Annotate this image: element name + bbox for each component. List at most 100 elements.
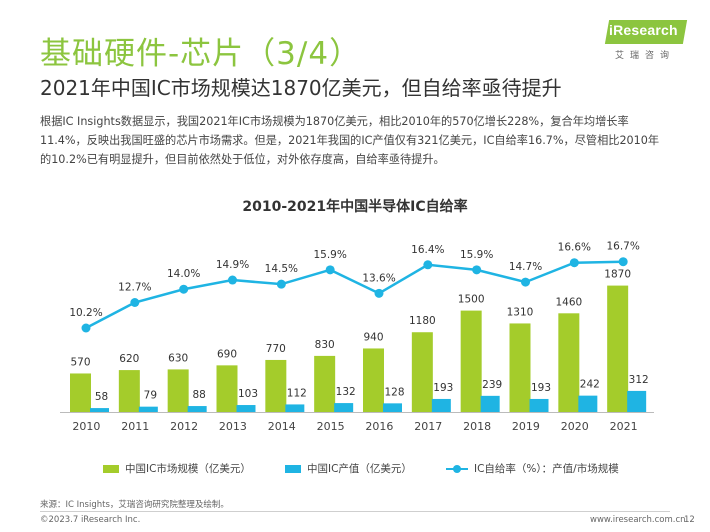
bar-output-2020	[578, 395, 598, 412]
page-number: 12	[684, 515, 695, 525]
iresearch-logo: iResearch 艾瑞咨询	[597, 20, 693, 64]
label-output-2014: 112	[287, 387, 307, 399]
logo-subtext: 艾瑞咨询	[615, 51, 676, 61]
legend-item-ratio: IC自给率（%）：产值/市场规模	[446, 461, 619, 476]
label-output-2011: 79	[144, 390, 157, 402]
body-paragraph: 根据IC Insights数据显示，我国2021年IC市场规模为1870亿美元，…	[40, 115, 660, 166]
bar-market-2011	[118, 370, 140, 412]
legend-label-output: 中国IC产值（亿美元）	[307, 463, 412, 475]
legend-label-ratio: IC自给率（%）：产值/市场规模	[474, 463, 619, 475]
ratio-label-2018: 15.9%	[460, 249, 493, 261]
legend-label-market: 中国IC市场规模（亿美元）	[125, 463, 251, 475]
label-market-2017: 1180	[409, 315, 436, 327]
bar-output-2019	[529, 398, 549, 412]
label-output-2021: 312	[629, 374, 649, 386]
bar-output-2013	[236, 405, 256, 412]
bar-output-2014	[285, 404, 305, 412]
ratio-label-2015: 15.9%	[313, 249, 346, 261]
chart-legend: 中国IC市场规模（亿美元） 中国IC产值（亿美元） IC自给率（%）：产值/市场…	[0, 461, 710, 477]
ratio-point-2012	[179, 284, 189, 294]
label-output-2012: 88	[192, 389, 205, 401]
ratio-label-2011: 12.7%	[118, 282, 151, 294]
label-market-2019: 1310	[507, 306, 534, 318]
label-output-2015: 132	[336, 386, 356, 398]
x-tick-2014: 2014	[268, 420, 296, 433]
page-title: 基础硬件-芯片（3/4）	[40, 36, 362, 72]
legend-line-ratio	[446, 464, 468, 474]
website-link[interactable]: www.iresearch.com.cn	[590, 515, 686, 525]
chart-title: 2010-2021年中国半导体IC自给率	[242, 199, 468, 215]
bar-output-2015	[334, 403, 354, 412]
label-market-2011: 620	[119, 353, 139, 365]
label-output-2013: 103	[238, 388, 258, 400]
ratio-point-2020	[569, 258, 579, 268]
label-market-2014: 770	[266, 343, 286, 355]
ratio-point-2018	[472, 265, 482, 275]
bar-output-2010	[90, 408, 109, 412]
bar-market-2010	[70, 373, 91, 412]
ratio-label-2014: 14.5%	[265, 263, 298, 275]
ratio-point-2016	[374, 288, 384, 298]
label-market-2010: 570	[70, 356, 90, 368]
bar-output-2012	[187, 406, 207, 412]
label-output-2020: 242	[580, 379, 600, 391]
bar-market-2017	[411, 332, 433, 412]
ratio-point-2015	[325, 265, 335, 275]
x-tick-2018: 2018	[463, 420, 491, 433]
chart: 570 58 2010 620 79 2011 630 88 2012 690 103 2013 770…	[60, 241, 654, 433]
ratio-point-2017	[423, 260, 433, 270]
label-market-2020: 1460	[555, 296, 582, 308]
ratio-label-2016: 13.6%	[362, 272, 395, 284]
x-tick-2016: 2016	[365, 420, 393, 433]
ratio-label-2013: 14.9%	[216, 259, 249, 271]
bar-market-2018	[460, 310, 482, 412]
label-market-2012: 630	[168, 352, 188, 364]
x-tick-2021: 2021	[610, 420, 638, 433]
label-market-2015: 830	[315, 339, 335, 351]
legend-item-output: 中国IC产值（亿美元）	[285, 461, 412, 476]
label-market-2013: 690	[217, 348, 237, 360]
ratio-point-2011	[130, 298, 140, 307]
bar-market-2019	[509, 323, 531, 412]
label-market-2016: 940	[363, 331, 383, 343]
bar-output-2021	[627, 390, 647, 412]
footer-divider	[40, 511, 670, 512]
x-tick-2013: 2013	[219, 420, 247, 433]
label-output-2018: 239	[482, 379, 502, 391]
ratio-point-2013	[228, 275, 237, 285]
ratio-point-2014	[276, 279, 286, 289]
bar-output-2011	[138, 406, 158, 412]
label-market-2021: 1870	[604, 269, 631, 281]
x-tick-2020: 2020	[561, 420, 589, 433]
x-tick-2012: 2012	[170, 420, 198, 433]
x-tick-2011: 2011	[121, 420, 149, 433]
bar-market-2013	[216, 365, 238, 412]
bar-market-2012	[167, 369, 189, 412]
source-note: 来源：IC Insights，艾瑞咨询研究院整理及绘制。	[40, 500, 229, 510]
legend-swatch-market	[103, 464, 119, 473]
ratio-label-2010: 10.2%	[69, 307, 102, 319]
label-market-2018: 1500	[458, 294, 485, 306]
ratio-label-2017: 16.4%	[411, 244, 444, 256]
bar-market-2016	[363, 348, 384, 412]
ratio-label-2020: 16.6%	[558, 242, 591, 254]
bar-market-2021	[607, 285, 629, 412]
page-subtitle: 2021年中国IC市场规模达1870亿美元，但自给率亟待提升	[40, 76, 562, 100]
bar-output-2018	[480, 395, 500, 412]
bar-market-2015	[314, 355, 336, 412]
x-tick-2019: 2019	[512, 420, 540, 433]
copyright: ©2023.7 iResearch Inc.	[40, 515, 141, 525]
x-tick-2015: 2015	[317, 420, 345, 433]
label-output-2019: 193	[531, 382, 551, 394]
ratio-point-2021	[618, 257, 628, 267]
ratio-point-2010	[81, 323, 91, 333]
ratio-line	[85, 260, 624, 330]
x-tick-2017: 2017	[414, 420, 442, 433]
label-output-2016: 128	[384, 386, 404, 398]
ratio-label-2012: 14.0%	[167, 268, 200, 280]
x-tick-2010: 2010	[72, 420, 100, 433]
bar-market-2014	[265, 359, 287, 412]
label-output-2017: 193	[433, 382, 453, 394]
ratio-point-2019	[521, 277, 530, 287]
ratio-label-2021: 16.7%	[606, 241, 639, 253]
